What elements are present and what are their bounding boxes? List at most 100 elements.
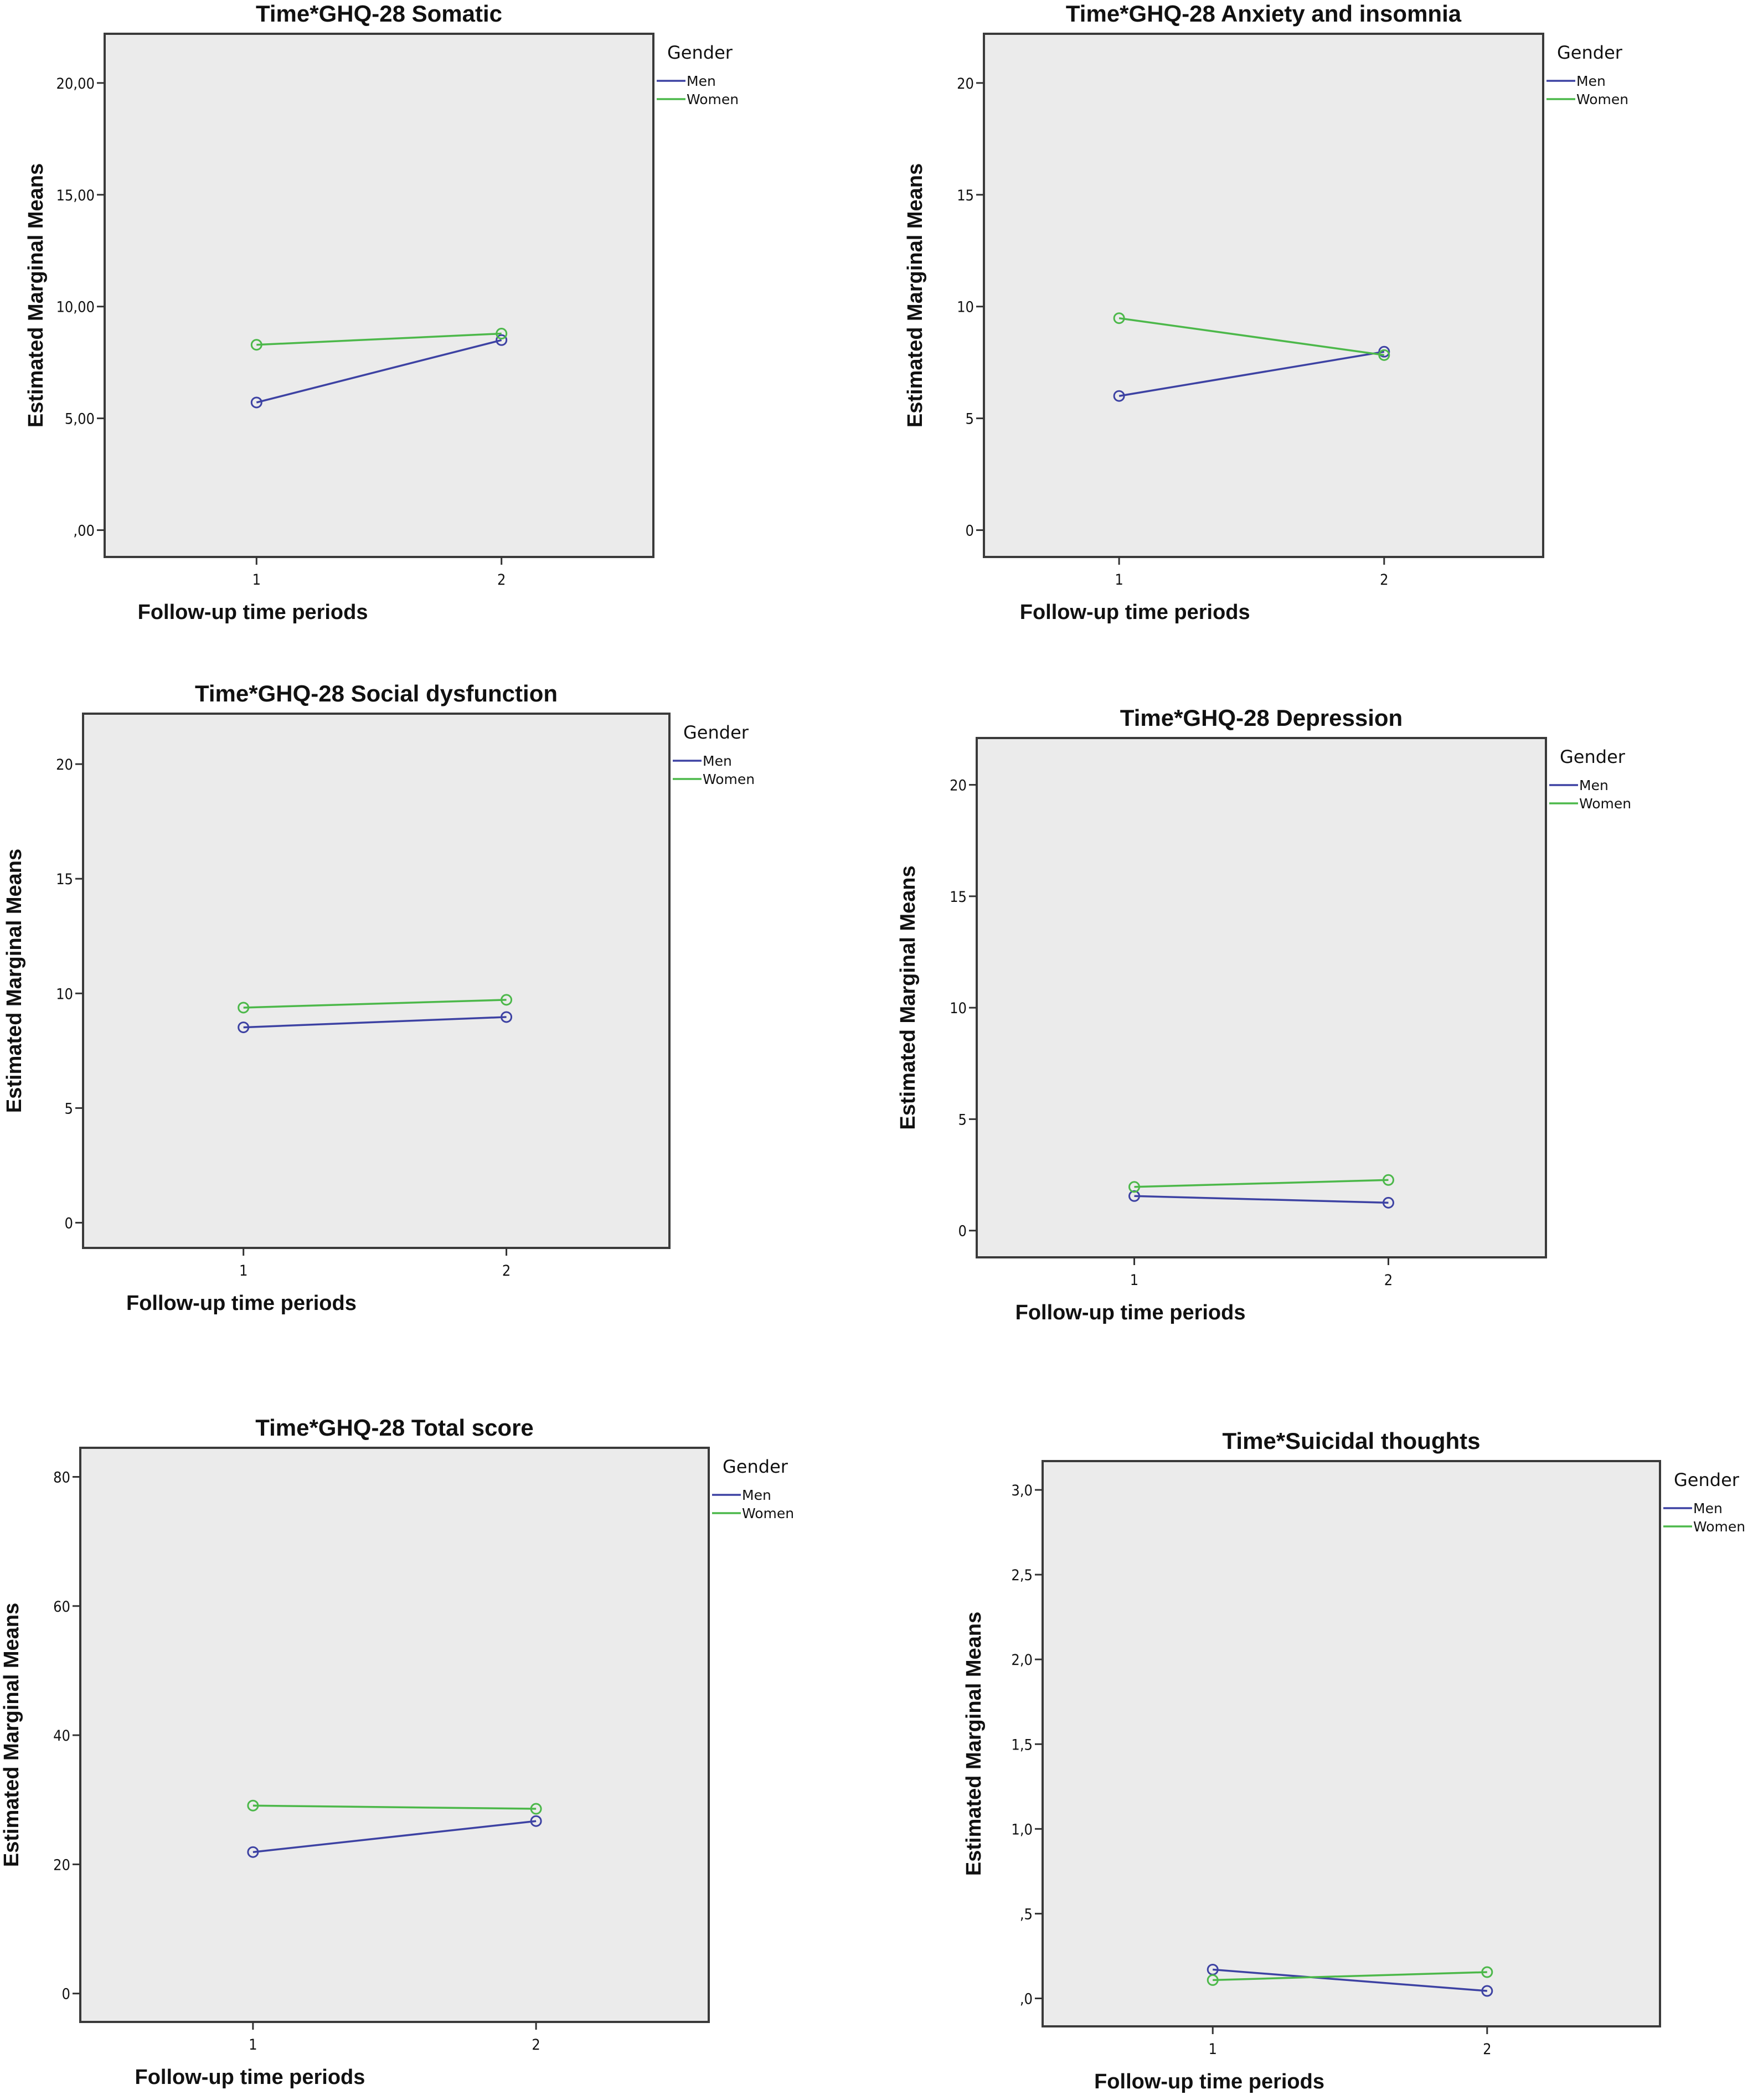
legend-item-women: Women — [687, 91, 739, 107]
plot-area — [976, 737, 1547, 1258]
plot-area — [104, 33, 654, 558]
y-tick-label: ,00 — [73, 523, 95, 540]
y-axis-label: Estimated Marginal Means — [904, 163, 927, 427]
chart-4: Time*GHQ-28 Depression 0 5 10 15 20 1 2 Follow-u… — [896, 705, 1631, 1324]
y-axis-label: Estimated Marginal Means — [0, 1603, 23, 1867]
y-axis-label: Estimated Marginal Means — [962, 1612, 986, 1876]
legend-item-men: Men — [703, 753, 732, 769]
series-line-women — [1118, 317, 1385, 357]
series-line-men — [252, 1820, 537, 1853]
data-point-men — [1481, 1985, 1493, 1997]
y-axis-label: Estimated Marginal Means — [3, 849, 26, 1113]
series-line-men — [243, 1016, 507, 1029]
legend-item-men: Men — [742, 1487, 771, 1503]
x-axis-label: Follow-up time periods — [126, 1292, 357, 1315]
x-tick-label: 2 — [497, 571, 506, 589]
data-point-women — [1207, 1974, 1219, 1986]
y-tick-label: 20 — [950, 777, 967, 794]
y-tick-label: 2,5 — [1011, 1567, 1033, 1584]
data-point-men — [238, 1021, 250, 1034]
data-point-women — [247, 1799, 259, 1812]
data-point-women — [238, 1002, 250, 1014]
legend-title: Gender — [1560, 746, 1626, 767]
y-tick-label: 40 — [53, 1727, 70, 1745]
x-axis-label: Follow-up time periods — [1094, 2070, 1324, 2093]
data-point-women — [250, 339, 262, 351]
x-tick-label: 2 — [1384, 1272, 1393, 1289]
legend-item-men: Men — [1693, 1500, 1723, 1516]
y-tick-label: 10,00 — [56, 299, 95, 316]
y-tick-label: 15 — [950, 889, 967, 906]
y-tick-label: 10 — [56, 985, 73, 1003]
y-tick-label: 0 — [65, 1215, 73, 1232]
data-point-men — [1113, 390, 1125, 402]
plot-area — [79, 1447, 710, 2023]
series-line-women — [243, 999, 507, 1009]
y-tick-label: 60 — [53, 1598, 70, 1616]
x-axis-label: Follow-up time periods — [1015, 1301, 1246, 1324]
y-tick-label: 20,00 — [56, 75, 95, 92]
y-tick-label: 3,0 — [1011, 1482, 1033, 1499]
series-line-men — [1118, 350, 1385, 397]
data-point-women — [496, 328, 508, 340]
legend-item-women: Women — [742, 1505, 794, 1521]
y-axis-label: Estimated Marginal Means — [24, 163, 48, 427]
y-tick-label: 80 — [53, 1469, 70, 1486]
plot-area — [983, 33, 1544, 558]
chart-title: Time*GHQ-28 Anxiety and insomnia — [1066, 1, 1462, 27]
x-axis-label: Follow-up time periods — [138, 601, 368, 624]
data-point-men — [250, 396, 262, 409]
y-tick-label: ,0 — [1020, 1990, 1033, 2008]
chart-title: Time*GHQ-28 Social dysfunction — [195, 680, 558, 706]
series-line-men — [1213, 1968, 1487, 1992]
series-line-women — [1213, 1971, 1487, 1982]
data-point-men — [247, 1846, 259, 1858]
chart-title: Time*Suicidal thoughts — [1223, 1428, 1481, 1454]
x-tick-label: 1 — [252, 571, 261, 589]
data-point-women — [1113, 312, 1125, 324]
y-tick-label: 5 — [65, 1100, 73, 1117]
y-tick-label: 15,00 — [56, 187, 95, 204]
chart-2: Time*GHQ-28 Anxiety and insomnia 0 5 10 15 20… — [904, 1, 1628, 624]
chart-1: Time*GHQ-28 Somatic ,00 5,00 10,00 15,00 20,0… — [24, 1, 739, 624]
legend-item-men: Men — [1576, 73, 1606, 89]
legend-item-women: Women — [1693, 1519, 1745, 1535]
legend-title: Gender — [683, 722, 749, 743]
legend-title: Gender — [1674, 1469, 1740, 1490]
y-tick-label: 5,00 — [65, 411, 95, 428]
legend-item-women: Women — [1579, 796, 1631, 812]
chart-title: Time*GHQ-28 Depression — [1120, 705, 1403, 731]
y-tick-label: 20 — [56, 756, 73, 773]
x-tick-label: 1 — [239, 1262, 248, 1279]
legend-title: Gender — [723, 1456, 788, 1477]
chart-3: Time*GHQ-28 Social dysfunction 0 5 10 15 20 1 2… — [3, 680, 755, 1315]
y-tick-label: 1,5 — [1011, 1736, 1033, 1753]
data-point-men — [1378, 345, 1390, 358]
data-point-men — [1382, 1196, 1394, 1209]
plot-area — [82, 713, 671, 1249]
x-tick-label: 2 — [502, 1262, 511, 1279]
y-tick-label: 20 — [53, 1856, 70, 1874]
data-point-women — [530, 1803, 542, 1815]
legend-item-women: Women — [703, 771, 755, 787]
data-point-women — [1481, 1966, 1493, 1978]
y-tick-label: 1,0 — [1011, 1821, 1033, 1838]
y-tick-label: 0 — [958, 1223, 967, 1240]
x-axis-label: Follow-up time periods — [1020, 601, 1250, 624]
x-tick-label: 2 — [1380, 571, 1388, 589]
y-tick-label: 2,0 — [1011, 1652, 1033, 1669]
data-point-men — [496, 334, 508, 346]
y-tick-label: 10 — [957, 299, 974, 316]
y-tick-label: 0 — [966, 523, 974, 540]
legend-item-women: Women — [1576, 91, 1628, 107]
x-axis-label: Follow-up time periods — [135, 2066, 365, 2089]
data-point-women — [1382, 1174, 1394, 1186]
series-line-women — [1134, 1179, 1389, 1188]
y-tick-label: 15 — [56, 871, 73, 888]
legend-title: Gender — [667, 42, 733, 63]
legend-title: Gender — [1557, 42, 1623, 63]
series-line-men — [1134, 1195, 1389, 1204]
series-line-women — [256, 332, 502, 346]
data-point-men — [501, 1011, 513, 1023]
y-tick-label: 5 — [958, 1111, 967, 1128]
